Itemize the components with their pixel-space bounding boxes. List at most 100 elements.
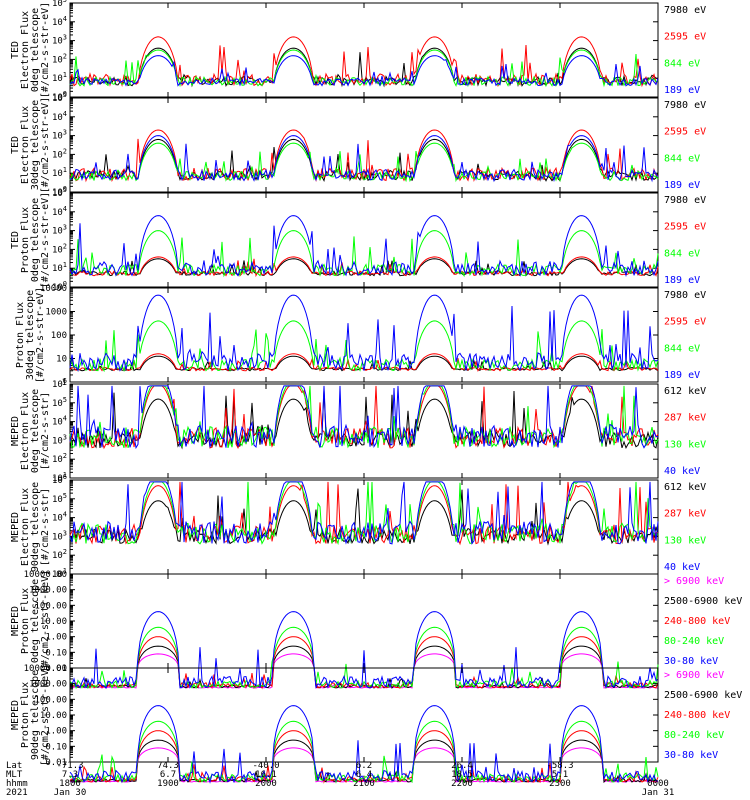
y-tick-label: 101 bbox=[52, 71, 67, 84]
time-label: 0000 bbox=[647, 779, 669, 789]
y-tick-label: 0.01 bbox=[45, 664, 67, 674]
y-tick-label: 102 bbox=[52, 52, 67, 65]
y-tick-label: 102 bbox=[52, 548, 67, 561]
y-tick-label: 104 bbox=[52, 205, 67, 218]
y-tick-label: 0.01 bbox=[45, 758, 67, 768]
series-line bbox=[69, 215, 659, 278]
legend-entry: 189 eV bbox=[664, 180, 700, 191]
y-axis-label: MEPEDProton Flux90deg telescope[#/cm2-s-… bbox=[10, 664, 51, 766]
legend-entry: > 6900 keV bbox=[664, 576, 724, 587]
legend-entry: 189 eV bbox=[664, 85, 700, 96]
legend-entry: 612 keV bbox=[664, 386, 706, 397]
y-tick-label: 1000.00 bbox=[29, 680, 67, 690]
series-line bbox=[69, 705, 659, 784]
y-tick-label: 10 bbox=[56, 355, 67, 365]
lat-label: 6.2 bbox=[356, 761, 372, 771]
legend-entry: 844 eV bbox=[664, 58, 700, 69]
legend-entry: 2595 eV bbox=[664, 127, 706, 138]
y-tick-label: 103 bbox=[52, 224, 67, 237]
mlt-label: 5.1 bbox=[552, 770, 568, 780]
y-tick-label: 103 bbox=[52, 34, 67, 47]
legend-entry: 287 keV bbox=[664, 413, 706, 424]
legend-entry: 30-80 keV bbox=[664, 750, 718, 761]
y-tick-label: 1 bbox=[62, 378, 67, 388]
y-axis-label: Proton Flux30deg telescope[#/cm2-s-str-e… bbox=[15, 287, 46, 383]
legend-entry: 189 eV bbox=[664, 370, 700, 381]
series-line bbox=[69, 481, 659, 546]
y-axis-label: TEDProton Flux0deg telescope[#/cm2-s-str… bbox=[10, 192, 51, 288]
legend-entry: 7980 eV bbox=[664, 100, 706, 111]
series-line bbox=[69, 385, 659, 449]
y-tick-label: 105 bbox=[52, 492, 67, 505]
time-row-label: Lat bbox=[6, 761, 22, 771]
panel-8: 0.01 0.10 1.00 10.00 100.00 1000.00 10000.00ME… bbox=[10, 664, 742, 784]
time-label: 2100 bbox=[353, 779, 375, 789]
series-line bbox=[69, 230, 659, 278]
y-tick-label: 101 bbox=[52, 261, 67, 274]
legend-entry: 2595 eV bbox=[664, 222, 706, 233]
series-line bbox=[69, 142, 659, 183]
legend-entry: 844 eV bbox=[664, 343, 700, 354]
lat-label: 26.4 bbox=[451, 761, 473, 771]
legend-entry: 130 keV bbox=[664, 439, 706, 450]
y-axis-label: MEPEDElectron Flux0deg telescope[#/cm2-s… bbox=[10, 389, 51, 473]
series-line bbox=[69, 481, 659, 546]
legend-entry: 80-240 keV bbox=[664, 730, 724, 741]
y-tick-label: 100.00 bbox=[34, 695, 67, 705]
y-tick-label: 1.00 bbox=[45, 633, 67, 643]
mlt-label: 7.3 bbox=[62, 770, 78, 780]
y-tick-label: 0.10 bbox=[45, 648, 67, 658]
legend-entry: 7980 eV bbox=[664, 195, 706, 206]
series-line bbox=[69, 55, 659, 87]
time-label: 2300 bbox=[549, 779, 571, 789]
y-tick-label: 10.00 bbox=[40, 711, 67, 721]
legend-entry: 7980 eV bbox=[664, 5, 706, 16]
series-line bbox=[69, 320, 659, 373]
legend-entry: 2595 eV bbox=[664, 32, 706, 43]
y-tick-label: 102 bbox=[52, 452, 67, 465]
panel-7: 0.01 0.10 1.00 10.00 100.00 1000.00 10000.00ME… bbox=[10, 570, 742, 690]
time-row-label: hhmm bbox=[6, 779, 28, 789]
series-line bbox=[69, 626, 659, 690]
legend-entry: 287 keV bbox=[664, 509, 706, 520]
y-tick-label: 105 bbox=[52, 396, 67, 409]
legend-entry: 240-800 keV bbox=[664, 710, 730, 721]
series-line bbox=[69, 385, 658, 450]
legend-entry: 189 eV bbox=[664, 275, 700, 286]
series-line bbox=[69, 135, 659, 183]
lat-label: -58.3 bbox=[546, 761, 573, 771]
y-axis-label: TEDElectron Flux0deg telescope[#/cm2-s-s… bbox=[10, 2, 51, 98]
y-tick-label: 10000 bbox=[40, 284, 67, 294]
y-tick-label: 1000.00 bbox=[29, 586, 67, 596]
y-tick-label: 1000 bbox=[45, 308, 67, 318]
y-tick-label: 10000.00 bbox=[24, 664, 67, 674]
legend-entry: 2500-6900 keV bbox=[664, 690, 742, 701]
legend-entry: 844 eV bbox=[664, 248, 700, 259]
series-line bbox=[69, 481, 659, 545]
legend-entry: 7980 eV bbox=[664, 290, 706, 301]
series-line bbox=[69, 636, 659, 690]
lat-label: -40.0 bbox=[252, 761, 279, 771]
mlt-label: 16.1 bbox=[255, 770, 277, 780]
mlt-label: 18.5 bbox=[451, 770, 473, 780]
legend-entry: 130 keV bbox=[664, 535, 706, 546]
y-tick-label: 10.00 bbox=[40, 617, 67, 627]
series-line bbox=[69, 645, 659, 690]
y-tick-label: 100.00 bbox=[34, 601, 67, 611]
time-row-label: 2021 bbox=[6, 788, 28, 798]
y-tick-label: 100 bbox=[51, 331, 67, 341]
y-tick-label: 105 bbox=[52, 0, 67, 9]
y-tick-label: 103 bbox=[52, 529, 67, 542]
legend-entry: > 6900 keV bbox=[664, 670, 724, 681]
y-tick-label: 102 bbox=[52, 242, 67, 255]
legend-entry: 844 eV bbox=[664, 153, 700, 164]
legend-entry: 40 keV bbox=[664, 466, 700, 477]
y-axis-label: MEPEDProton Flux0deg telescope[#/cm2-s-s… bbox=[10, 570, 51, 672]
lat-label: 74.3 bbox=[157, 761, 179, 771]
y-tick-label: 101 bbox=[52, 166, 67, 179]
